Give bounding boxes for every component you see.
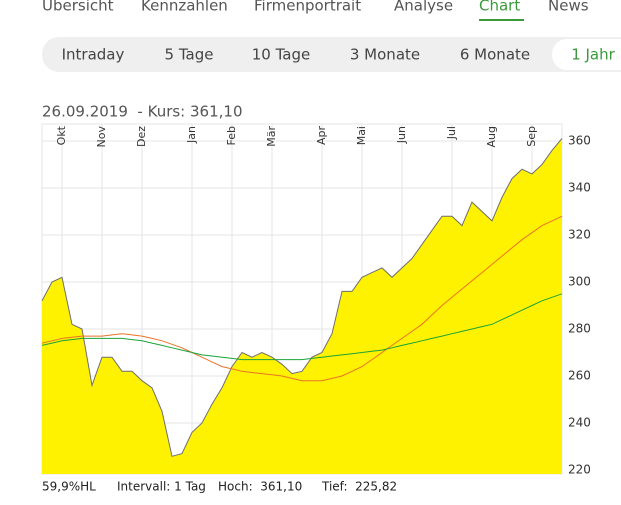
x-tick-label: Jan [185, 126, 198, 144]
footer-stat: 59,9%HL [42, 480, 96, 494]
range-selected [552, 39, 621, 70]
footer-stat: Hoch: 361,10 [218, 480, 302, 494]
range-tab[interactable]: Intraday [62, 46, 125, 64]
nav-tab[interactable]: Übersicht [42, 0, 114, 15]
x-tick-label: Mär [265, 126, 278, 147]
range-bar [42, 37, 621, 72]
footer-stat: Intervall: 1 Tag [117, 480, 206, 494]
chart-title: 26.09.2019 - Kurs: 361,10 [42, 103, 243, 121]
y-tick-label: 340 [568, 181, 591, 195]
x-tick-label: Feb [225, 126, 238, 145]
nav-tab[interactable]: Firmenportrait [254, 0, 361, 15]
nav-tab[interactable]: Analyse [394, 0, 453, 15]
nav-tab[interactable]: Kennzahlen [141, 0, 228, 15]
x-tick-label: Mai [355, 126, 368, 145]
range-tab[interactable]: 1 Jahr [571, 46, 615, 64]
x-tick-label: Nov [95, 126, 108, 148]
price-area [42, 138, 562, 474]
range-tab[interactable]: 5 Tage [165, 46, 214, 64]
footer-stat: Tief: 225,82 [321, 480, 397, 494]
range-tab[interactable]: 10 Tage [252, 46, 310, 64]
average-line [41, 215, 563, 382]
x-tick-label: Jul [445, 126, 458, 140]
nav-underline [479, 19, 524, 21]
y-tick-label: 260 [568, 369, 591, 383]
y-tick-label: 320 [568, 228, 591, 242]
y-tick-label: 220 [568, 463, 591, 477]
y-tick-label: 360 [568, 134, 591, 148]
y-tick-label: 280 [568, 322, 591, 336]
range-tab[interactable]: 3 Monate [350, 46, 420, 64]
x-tick-label: Sep [525, 126, 538, 147]
nav-tab[interactable]: News [548, 0, 589, 15]
x-tick-label: Okt [55, 125, 68, 145]
x-tick-label: Jun [395, 126, 408, 144]
x-tick-label: Dez [135, 126, 148, 147]
average-line [41, 293, 563, 361]
price-line [41, 138, 563, 457]
range-tab[interactable]: 6 Monate [460, 46, 530, 64]
y-tick-label: 240 [568, 416, 591, 430]
x-tick-label: Apr [315, 126, 328, 146]
y-tick-label: 300 [568, 275, 591, 289]
x-tick-label: Aug [485, 126, 498, 147]
nav-tab[interactable]: Chart [479, 0, 520, 15]
